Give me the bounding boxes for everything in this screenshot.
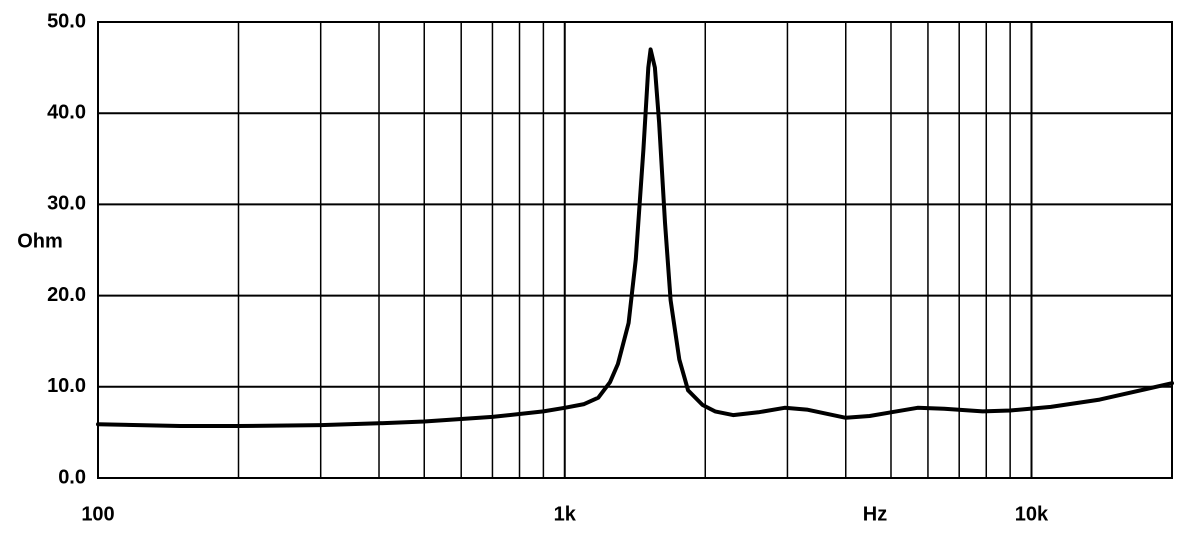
impedance-curve	[96, 47, 1174, 428]
y-tick-label: 0.0	[58, 466, 86, 488]
y-axis-label: Ohm	[17, 230, 63, 252]
x-axis-label: Hz	[863, 503, 887, 525]
y-tick-label: 40.0	[47, 101, 86, 123]
x-tick-label: 100	[81, 503, 114, 525]
y-tick-label: 30.0	[47, 193, 86, 215]
y-tick-label: 50.0	[47, 10, 86, 32]
y-tick-label: 20.0	[47, 284, 86, 306]
y-tick-label: 10.0	[47, 375, 86, 397]
x-tick-label: 1k	[554, 503, 577, 525]
x-tick-label: 10k	[1015, 503, 1049, 525]
